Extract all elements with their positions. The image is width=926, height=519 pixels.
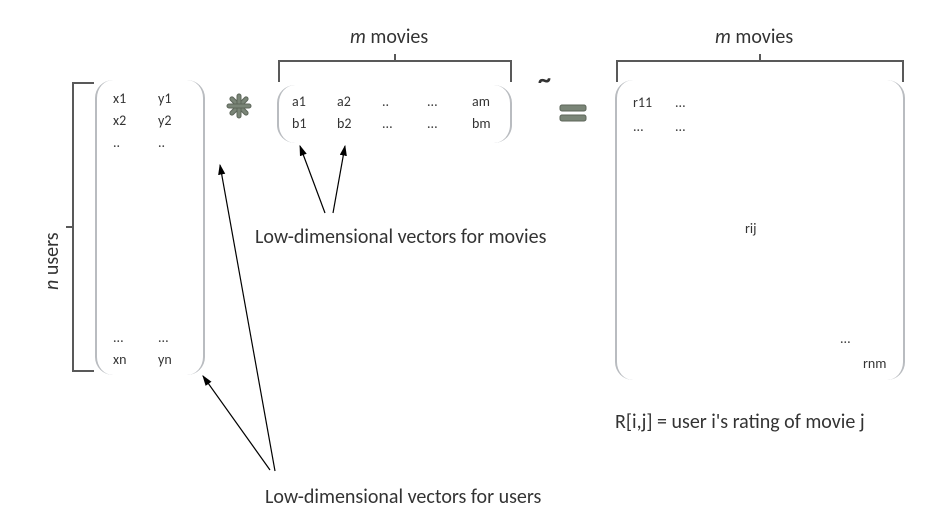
label-m-movies-2: m movies: [715, 25, 793, 49]
user-cell: x1: [113, 90, 126, 107]
user-cell: x2: [113, 112, 126, 129]
user-cell: ...: [158, 329, 169, 346]
movie-cell: bm: [472, 115, 491, 132]
user-matrix: [95, 80, 205, 375]
rating-cell: rnm: [863, 355, 886, 372]
movie-cell: ...: [427, 115, 438, 132]
movie-cell: ...: [382, 115, 393, 132]
movie-cell: b2: [337, 115, 351, 132]
approx-tilde: ~: [538, 63, 551, 95]
rating-cell: r11: [633, 94, 652, 111]
user-cell: ..: [113, 134, 120, 151]
rating-cell: ...: [840, 330, 851, 347]
caption-users: Low-dimensional vectors for users: [265, 485, 541, 509]
user-cell: yn: [158, 351, 172, 368]
brace-users: [72, 82, 86, 372]
user-cell: ..: [158, 134, 165, 151]
rating-formula: R[i,j] = user i's rating of movie j: [615, 410, 865, 434]
movie-cell: a1: [292, 93, 306, 110]
movie-cell: ..: [382, 93, 389, 110]
equals-icon: [558, 103, 588, 123]
rating-cell: ...: [675, 94, 686, 111]
movie-cell: am: [472, 93, 490, 110]
rating-matrix: [615, 80, 905, 380]
caption-movies: Low-dimensional vectors for movies: [255, 225, 546, 249]
movie-cell: a2: [337, 93, 351, 110]
rating-cell: ...: [675, 118, 686, 135]
user-cell: y1: [158, 90, 171, 107]
brace-movies-1: [278, 60, 512, 74]
user-cell: ...: [113, 329, 124, 346]
brace-movies-2: [616, 60, 904, 74]
rating-cell: rij: [745, 220, 756, 237]
movie-cell: ...: [427, 93, 438, 110]
multiply-icon: [225, 92, 253, 120]
label-m-movies-1: m movies: [350, 25, 428, 49]
movie-cell: b1: [292, 115, 306, 132]
user-cell: y2: [158, 112, 171, 129]
user-cell: xn: [113, 351, 126, 368]
rating-cell: ...: [633, 118, 644, 135]
label-n-users: n users: [40, 232, 64, 290]
